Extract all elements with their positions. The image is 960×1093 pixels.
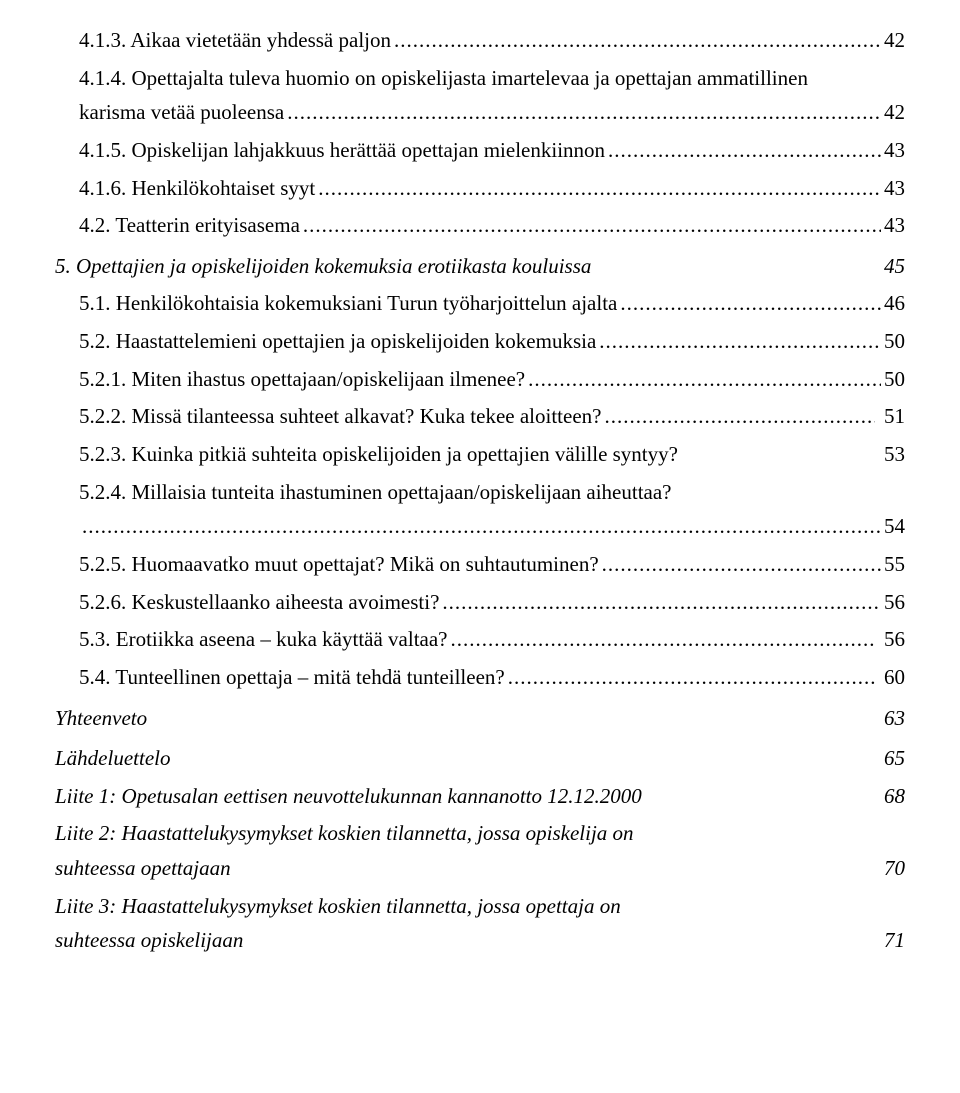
toc-label: Yhteenveto: [55, 701, 147, 736]
toc-page: 63: [884, 701, 905, 736]
leader-dots: [451, 622, 875, 657]
toc-page: 43: [884, 133, 905, 168]
leader-dots: [303, 208, 881, 243]
toc-page: 46: [884, 286, 905, 321]
toc-page: 45: [884, 249, 905, 284]
toc-entry: 5.1. Henkilökohtaisia kokemuksiani Turun…: [55, 286, 905, 321]
toc-page: 68: [884, 779, 905, 814]
leader-dots: [620, 286, 881, 321]
toc-label: 5.3. Erotiikka aseena – kuka käyttää val…: [79, 622, 448, 657]
toc-entry: 5.2. Haastattelemieni opettajien ja opis…: [55, 324, 905, 359]
toc-entry: Liite 3: Haastattelukysymykset koskien t…: [55, 889, 905, 958]
leader-dots: [599, 324, 881, 359]
toc-entry: 4.2. Teatterin erityisasema 43: [55, 208, 905, 243]
toc-entry: 5.2.6. Keskustellaanko aiheesta avoimest…: [55, 585, 905, 620]
toc-entry: 5.2.5. Huomaavatko muut opettajat? Mikä …: [55, 547, 905, 582]
toc-page: 50: [884, 324, 905, 359]
toc-page: 54: [884, 509, 905, 544]
toc-page: 70: [884, 851, 905, 886]
toc-page: 71: [884, 923, 905, 958]
toc-label: 5. Opettajien ja opiskelijoiden kokemuks…: [55, 249, 591, 284]
toc-label: 4.2. Teatterin erityisasema: [79, 208, 300, 243]
toc-label: 5.2.1. Miten ihastus opettajaan/opiskeli…: [79, 362, 525, 397]
toc-label-cont: suhteessa opettajaan: [55, 851, 231, 886]
toc-page: 55: [884, 547, 905, 582]
toc-page: 53: [878, 437, 905, 472]
toc-label: 4.1.5. Opiskelijan lahjakkuus herättää o…: [79, 133, 605, 168]
toc-page: 56: [878, 622, 905, 657]
toc-label: 4.1.4. Opettajalta tuleva huomio on opis…: [79, 61, 905, 96]
toc-page: 65: [884, 741, 905, 776]
toc-entry: 5.3. Erotiikka aseena – kuka käyttää val…: [55, 622, 905, 657]
toc-page: 60: [878, 660, 905, 695]
toc-page: 43: [884, 208, 905, 243]
toc-entry: 4.1.3. Aikaa vietetään yhdessä paljon 42: [55, 23, 905, 58]
toc-label-cont: karisma vetää puoleensa: [79, 95, 284, 130]
toc-entry: 4.1.6. Henkilökohtaiset syyt 43: [55, 171, 905, 206]
toc-entry: Yhteenveto 63: [55, 701, 905, 736]
toc-label: 5.2.3. Kuinka pitkiä suhteita opiskelijo…: [79, 437, 678, 472]
toc-entry: 5. Opettajien ja opiskelijoiden kokemuks…: [55, 249, 905, 284]
toc-page: 43: [884, 171, 905, 206]
toc-entry: Liite 2: Haastattelukysymykset koskien t…: [55, 816, 905, 885]
toc-entry: 5.4. Tunteellinen opettaja – mitä tehdä …: [55, 660, 905, 695]
leader-dots: [528, 362, 881, 397]
toc-page: 42: [884, 95, 905, 130]
toc-entry: 5.2.2. Missä tilanteessa suhteet alkavat…: [55, 399, 905, 434]
toc-label: 5.4. Tunteellinen opettaja – mitä tehdä …: [79, 660, 505, 695]
toc-label-cont: suhteessa opiskelijaan: [55, 923, 243, 958]
toc-page: 42: [884, 23, 905, 58]
leader-dots: [394, 23, 881, 58]
toc-label: 5.2.6. Keskustellaanko aiheesta avoimest…: [79, 585, 439, 620]
leader-dots: [604, 399, 875, 434]
toc-entry: 4.1.4. Opettajalta tuleva huomio on opis…: [55, 61, 905, 130]
toc-entry: Liite 1: Opetusalan eettisen neuvotteluk…: [55, 779, 905, 814]
toc-label: Lähdeluettelo: [55, 741, 170, 776]
toc-label: 5.1. Henkilökohtaisia kokemuksiani Turun…: [79, 286, 617, 321]
toc-label: Liite 1: Opetusalan eettisen neuvotteluk…: [55, 779, 642, 814]
leader-dots: [82, 509, 881, 544]
leader-dots: [287, 95, 881, 130]
toc-entry: 5.2.3. Kuinka pitkiä suhteita opiskelijo…: [55, 437, 905, 472]
toc-entry: 5.2.1. Miten ihastus opettajaan/opiskeli…: [55, 362, 905, 397]
toc-page: 56: [884, 585, 905, 620]
toc-page: 50: [884, 362, 905, 397]
toc-entry: 4.1.5. Opiskelijan lahjakkuus herättää o…: [55, 133, 905, 168]
leader-dots: [608, 133, 881, 168]
toc-label: Liite 2: Haastattelukysymykset koskien t…: [55, 816, 905, 851]
leader-dots: [602, 547, 881, 582]
toc-label: 4.1.6. Henkilökohtaiset syyt: [79, 171, 315, 206]
toc-label: 5.2.4. Millaisia tunteita ihastuminen op…: [79, 475, 905, 510]
toc-label: 5.2.2. Missä tilanteessa suhteet alkavat…: [79, 399, 601, 434]
toc-label: 5.2. Haastattelemieni opettajien ja opis…: [79, 324, 596, 359]
leader-dots: [318, 171, 881, 206]
toc-entry: Lähdeluettelo 65: [55, 741, 905, 776]
leader-dots: [508, 660, 875, 695]
table-of-contents: 4.1.3. Aikaa vietetään yhdessä paljon424…: [55, 23, 905, 958]
toc-label: 4.1.3. Aikaa vietetään yhdessä paljon: [79, 23, 391, 58]
toc-label: Liite 3: Haastattelukysymykset koskien t…: [55, 889, 905, 924]
leader-dots: [442, 585, 881, 620]
toc-label: 5.2.5. Huomaavatko muut opettajat? Mikä …: [79, 547, 599, 582]
toc-page: 51: [878, 399, 905, 434]
toc-entry: 5.2.4. Millaisia tunteita ihastuminen op…: [55, 475, 905, 544]
